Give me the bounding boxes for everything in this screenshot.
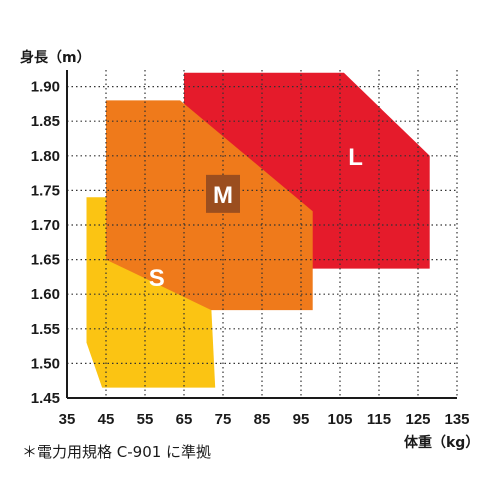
tick-labels: 35 45 55 65 75 85 95 105 115 125 135 1.45 1.50 1.55 1.…	[31, 79, 470, 428]
y-tick-label: 1.45	[31, 390, 60, 407]
footnote: ＊電力用規格 C-901 に準拠	[22, 443, 212, 461]
axes	[66, 70, 457, 399]
x-axis-title: 体重（kg）	[404, 434, 479, 451]
x-tick-label: 55	[137, 411, 154, 428]
size-label-m: M	[213, 182, 233, 209]
x-tick-label: 65	[176, 411, 193, 428]
y-tick-label: 1.75	[31, 182, 60, 199]
y-tick-label: 1.90	[31, 79, 60, 96]
x-tick-label: 125	[405, 411, 430, 428]
size-label-s: S	[149, 265, 165, 292]
region-labels: S M L	[149, 144, 363, 292]
x-tick-label: 95	[293, 411, 310, 428]
label-box-m	[206, 174, 240, 213]
x-tick-label: 45	[98, 411, 115, 428]
x-tick-label: 75	[215, 411, 232, 428]
x-tick-label: 85	[254, 411, 271, 428]
grid	[67, 70, 458, 398]
x-tick-label: 105	[327, 411, 352, 428]
x-tick-label: 35	[59, 411, 76, 428]
y-tick-label: 1.55	[31, 321, 60, 338]
y-tick-label: 1.70	[31, 217, 60, 234]
x-tick-label: 115	[367, 411, 391, 428]
y-tick-label: 1.65	[31, 252, 60, 269]
y-tick-label: 1.80	[31, 148, 60, 165]
y-tick-label: 1.85	[31, 113, 60, 130]
y-tick-label: 1.50	[31, 355, 60, 372]
x-tick-label: 135	[444, 411, 469, 428]
size-label-l: L	[348, 144, 363, 171]
y-tick-label: 1.60	[31, 286, 60, 303]
y-axis-title: 身長（m）	[20, 49, 91, 66]
size-regions	[86, 72, 430, 388]
